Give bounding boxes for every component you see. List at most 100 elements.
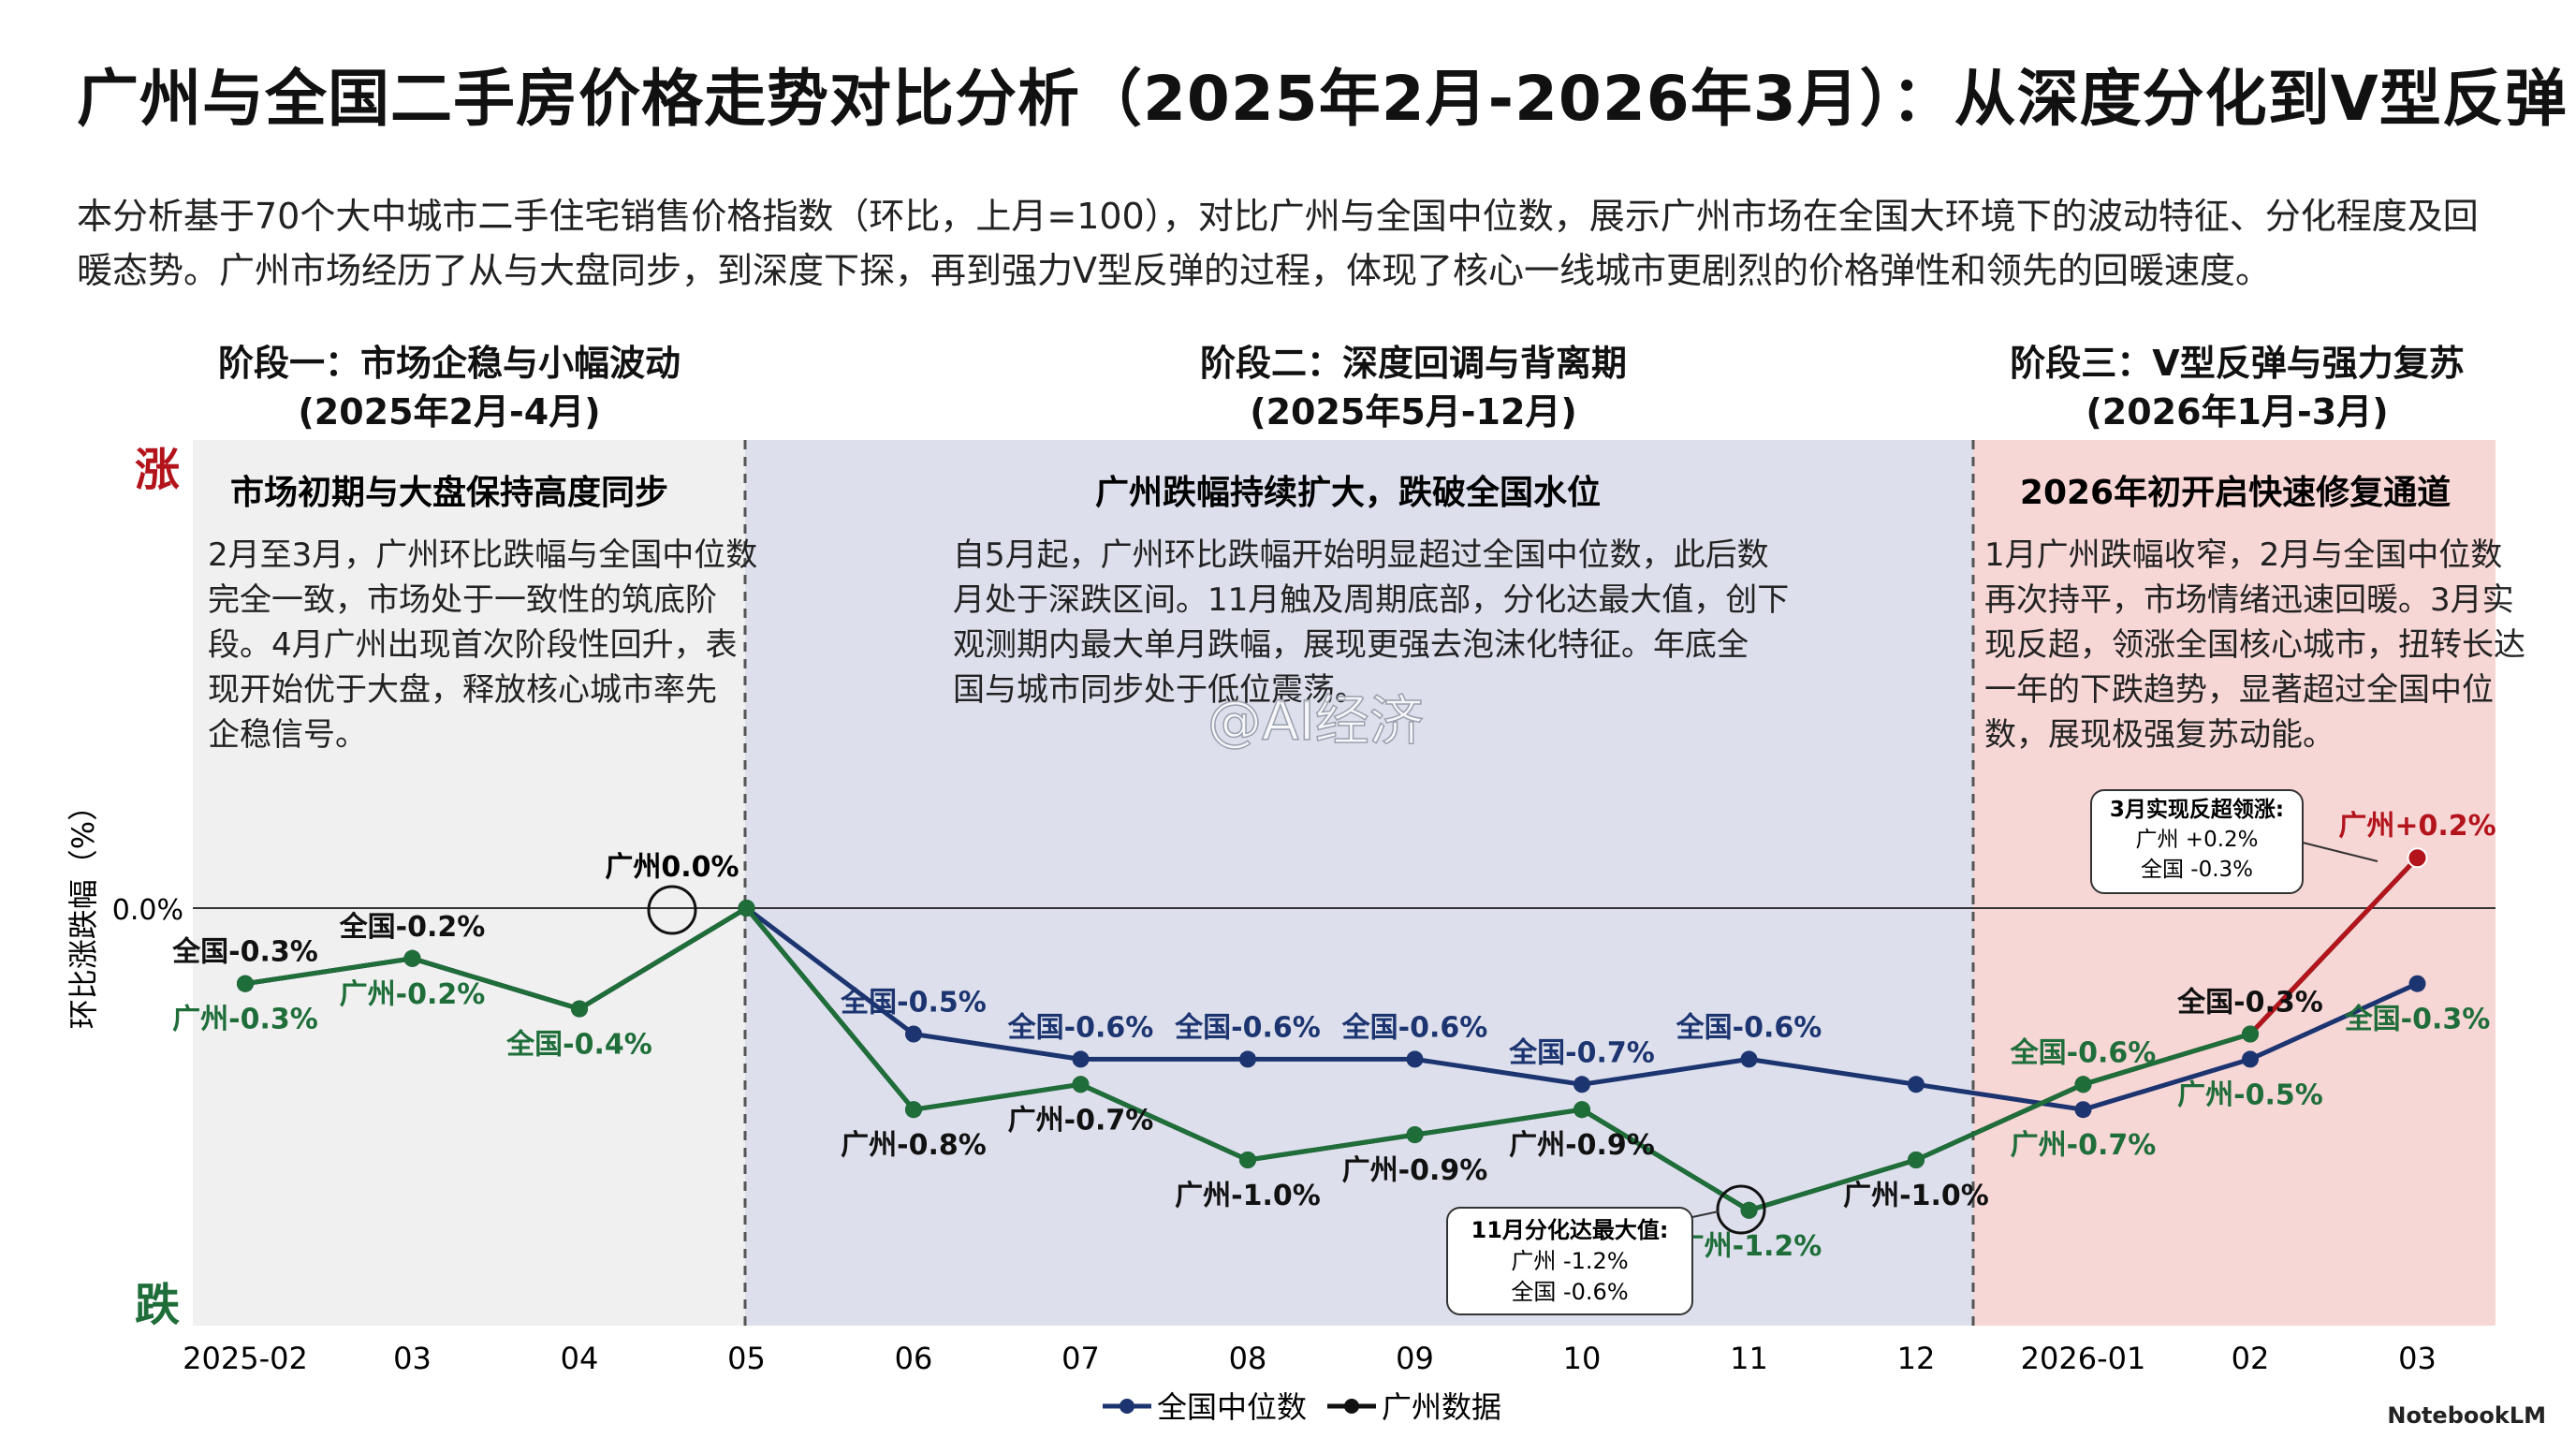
data-label: 广州+0.2%: [2338, 810, 2496, 843]
fall-marker: 跌: [135, 1279, 180, 1331]
x-tick-label: 2026-01: [2021, 1341, 2146, 1376]
national-series-point: [1908, 1076, 1925, 1093]
data-label: 全国-0.5%: [840, 987, 987, 1020]
x-tick-label: 08: [1229, 1341, 1267, 1376]
phase1-box: 市场初期与大盘保持高度同步 2月至3月，广州环比跌幅与全国中位数 完全一致，市场…: [208, 473, 757, 754]
y-axis-label: 环比涨跌幅（%）: [66, 791, 101, 1029]
phase2-header-title: 阶段二：深度回调与背离期: [1199, 343, 1627, 384]
x-tick-label: 07: [1061, 1341, 1100, 1376]
data-label: 广州-1.0%: [1843, 1180, 1989, 1212]
legend-label-national: 全国中位数: [1157, 1389, 1307, 1425]
x-tick-label: 02: [2232, 1341, 2270, 1376]
x-tick-label: 05: [727, 1341, 766, 1376]
phase3-box-line: 数，展现极强复苏动能。: [1984, 716, 2334, 754]
apr-callout: 广州0.0%: [605, 851, 739, 884]
data-label: 广州-0.7%: [2011, 1129, 2157, 1162]
data-label: 广州-0.2%: [340, 978, 486, 1011]
nov-highlight-circle: [1716, 1184, 1766, 1235]
phase1-box-line: 2月至3月，广州环比跌幅与全国中位数: [208, 536, 757, 574]
nov-callout-title: 11月分化达最大值:: [1471, 1217, 1669, 1243]
data-label: 全国-0.3%: [171, 936, 318, 969]
national-series-point: [2242, 1050, 2259, 1068]
data-label: 广州-0.7%: [1008, 1104, 1154, 1137]
page-title: 广州与全国二手房价格走势对比分析（2025年2月-2026年3月）：从深度分化到…: [77, 63, 2568, 135]
y-tick-zero: 0.0%: [112, 894, 183, 927]
data-label: 广州-1.0%: [1175, 1180, 1321, 1212]
x-tick-label: 03: [393, 1341, 432, 1376]
guangzhou-highlight-point: [2242, 1025, 2259, 1043]
x-tick-label: 04: [561, 1341, 599, 1376]
phase3-box-line: 1月广州跌幅收窄，2月与全国中位数: [1984, 536, 2502, 574]
legend-marker-guangzhou: [1344, 1399, 1359, 1414]
phase1-box-line: 现开始优于大盘，释放核心城市率先: [208, 671, 717, 709]
guangzhou-highlight-point: [403, 949, 421, 967]
national-series-point: [905, 1025, 922, 1043]
guangzhou-highlight-point: [1908, 1152, 1925, 1168]
phase1-header-period: (2025年2月-4月): [298, 391, 601, 433]
data-label: 广州-0.3%: [172, 1004, 318, 1036]
guangzhou-highlight-point: [1573, 1101, 1590, 1119]
data-label: 全国-0.6%: [1341, 1011, 1488, 1044]
x-tick-label: 09: [1396, 1341, 1434, 1376]
phase3-header-title: 阶段三：V型反弹与强力复苏: [2010, 343, 2465, 384]
phase2-box-title: 广州跌幅持续扩大，跌破全国水位: [1095, 473, 1601, 512]
phase2-header: 阶段二：深度回调与背离期 (2025年5月-12月): [992, 339, 1835, 436]
data-label: 全国-0.3%: [2344, 1004, 2491, 1036]
guangzhou-highlight-point: [2074, 1076, 2092, 1093]
data-label: 广州-1.2%: [1676, 1230, 1822, 1263]
guangzhou-highlight-point: [1406, 1126, 1424, 1144]
x-tick-label: 11: [1730, 1341, 1768, 1376]
national-series-point: [1239, 1050, 1256, 1068]
legend-marker-national: [1120, 1399, 1134, 1414]
phase3-box: 2026年初开启快速修复通道 1月广州跌幅收窄，2月与全国中位数 再次持平，市场…: [1984, 474, 2525, 754]
phase1-header-title: 阶段一：市场企稳与小幅波动: [217, 343, 681, 384]
series-points: [237, 847, 2428, 1219]
national-series-point: [2408, 975, 2426, 992]
phase2-box-line: 国与城市同步处于低位震荡。: [953, 671, 1367, 709]
mar-callout-line: 全国 -0.3%: [2141, 858, 2253, 882]
series-lines: [244, 856, 2420, 1213]
phase3-box-line: 现反超，领涨全国核心城市，扭转长达: [1984, 626, 2525, 664]
data-label: 广州-0.8%: [841, 1129, 987, 1162]
data-label: 全国-0.6%: [1007, 1011, 1154, 1044]
phase1-box-line: 段。4月广州出现首次阶段性回升，表: [208, 626, 738, 664]
rebound-segment-line: [2248, 856, 2420, 1036]
data-label: 全国-0.3%: [2176, 987, 2323, 1020]
x-axis-ticks: 2025-02 03 04 05 06 07 08 09 10 11 12 2026-01 02 03: [183, 1341, 2437, 1376]
watermark: @AI经济: [1208, 689, 1424, 753]
mar-callout-title: 3月实现反超领涨:: [2110, 797, 2284, 822]
data-label: 全国-0.4%: [505, 1029, 652, 1062]
phase2-box-line: 观测期内最大单月跌幅，展现更强去泡沫化特征。年底全: [953, 626, 1749, 664]
nov-callout: 11月分化达最大值: 广州 -1.2% 全国 -0.6%: [1446, 1207, 1720, 1315]
legend-label-guangzhou: 广州数据: [1382, 1389, 1501, 1425]
rise-marker: 涨: [135, 444, 180, 496]
intro-paragraph: 本分析基于70个大中城市二手住宅销售价格指数（环比，上月=100），对比广州与全…: [77, 196, 2479, 291]
x-tick-label: 06: [895, 1341, 933, 1376]
notebooklm-logo: NotebookLM: [2387, 1402, 2546, 1429]
phase2-box-line: 月处于深跌区间。11月触及周期底部，分化达最大值，创下: [953, 581, 1789, 619]
data-label: 全国-0.6%: [1174, 1011, 1321, 1044]
guangzhou-highlight-point: [905, 1101, 922, 1119]
phase2-box-line: 自5月起，广州环比跌幅开始明显超过全国中位数，此后数: [953, 536, 1769, 574]
guangzhou-highlight-line: [244, 856, 2420, 1213]
phase1-box-line: 完全一致，市场处于一致性的筑底阶: [208, 581, 717, 619]
data-label: 全国-0.2%: [339, 911, 486, 944]
apr-highlight-circle: [647, 885, 697, 935]
guangzhou-highlight-point: [1239, 1152, 1256, 1168]
phase3-box-line: 一年的下跌趋势，显著超过全国中位: [1984, 671, 2494, 709]
rebound-point: [2407, 847, 2428, 869]
data-label: 广州-0.9%: [1509, 1129, 1655, 1162]
phase3-header-period: (2026年1月-3月): [2086, 391, 2389, 433]
x-tick-label: 03: [2398, 1341, 2437, 1376]
data-label: 全国-0.6%: [2010, 1036, 2157, 1069]
phase2-header-period: (2025年5月-12月): [1250, 391, 1577, 433]
nov-callout-line: 广州 -1.2%: [1511, 1248, 1628, 1274]
phase2-box: 广州跌幅持续扩大，跌破全国水位 自5月起，广州环比跌幅开始明显超过全国中位数，此…: [953, 473, 1789, 709]
national-series-point: [2074, 1101, 2092, 1119]
national-series-point: [1740, 1050, 1758, 1068]
data-label: 广州-0.9%: [1342, 1154, 1488, 1187]
data-label: 全国-0.7%: [1508, 1036, 1655, 1069]
data-label: 全国-0.6%: [1676, 1011, 1822, 1044]
national-series-point: [1573, 1076, 1590, 1093]
national-series-point: [1072, 1050, 1090, 1068]
